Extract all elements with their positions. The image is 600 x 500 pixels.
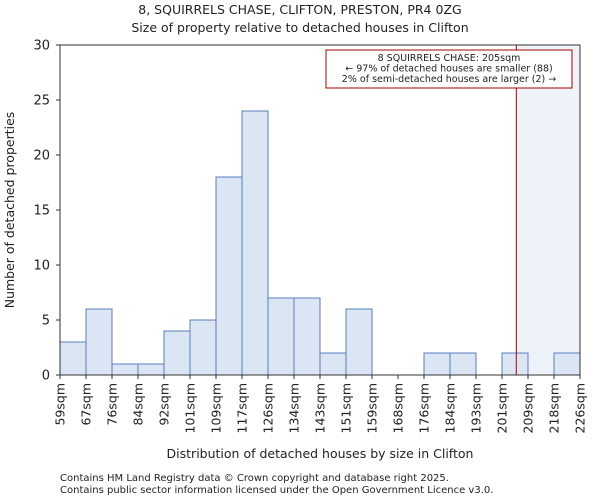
highlight-region [516, 45, 580, 375]
x-tick-label: 84sqm [131, 383, 146, 426]
x-tick-label: 218sqm [547, 383, 562, 433]
annotation-line: ← 97% of detached houses are smaller (88… [345, 64, 552, 75]
bar [241, 110, 269, 376]
footer-line-2: Contains public sector information licen… [60, 485, 493, 496]
annotation-box [325, 49, 573, 89]
x-tick-label: 193sqm [469, 383, 484, 433]
x-tick-label: 201sqm [495, 383, 510, 433]
x-tick-label: 117sqm [235, 383, 250, 433]
bar [267, 297, 295, 376]
footer-line-1: Contains HM Land Registry data © Crown c… [60, 473, 449, 484]
x-tick-label: 151sqm [339, 383, 354, 433]
bar [85, 308, 113, 376]
bar [319, 352, 347, 376]
annotation-line: 2% of semi-detached houses are larger (2… [342, 74, 556, 85]
bar [215, 176, 243, 376]
x-tick-label: 184sqm [443, 383, 458, 433]
y-axis-label: Number of detached properties [2, 112, 17, 309]
annotation-line: 8 SQUIRRELS CHASE: 205sqm [378, 53, 521, 64]
x-tick-label: 76sqm [105, 383, 120, 426]
x-tick-label: 126sqm [261, 383, 276, 433]
bar [345, 308, 373, 376]
x-tick-label: 176sqm [417, 383, 432, 433]
y-tick-label: 15 [33, 204, 50, 219]
bar [163, 330, 191, 376]
y-tick-label: 5 [42, 314, 50, 329]
x-tick-label: 143sqm [313, 383, 328, 433]
y-tick-label: 30 [33, 39, 50, 54]
plot-frame [59, 44, 581, 376]
bar [423, 352, 451, 376]
x-tick-label: 134sqm [287, 383, 302, 433]
bar [501, 352, 529, 376]
x-tick-label: 226sqm [573, 383, 588, 433]
y-tick-label: 20 [33, 149, 50, 164]
bar [293, 297, 321, 376]
x-tick-label: 209sqm [521, 383, 536, 433]
bar [553, 352, 581, 376]
x-tick-label: 168sqm [391, 383, 406, 433]
y-tick-label: 0 [42, 369, 50, 384]
bar [111, 363, 139, 376]
x-tick-label: 159sqm [365, 383, 380, 433]
bar [137, 363, 165, 376]
y-tick-label: 25 [33, 94, 50, 109]
x-tick-label: 109sqm [209, 383, 224, 433]
x-tick-label: 92sqm [157, 383, 172, 426]
x-axis-label: Distribution of detached houses by size … [167, 446, 474, 461]
x-tick-label: 101sqm [183, 383, 198, 433]
bar [59, 341, 87, 376]
x-tick-label: 67sqm [79, 383, 94, 426]
y-tick-label: 10 [33, 259, 50, 274]
x-tick-label: 59sqm [53, 383, 68, 426]
chart-title: 8, SQUIRRELS CHASE, CLIFTON, PRESTON, PR… [138, 2, 461, 17]
chart-subtitle: Size of property relative to detached ho… [131, 20, 468, 35]
bar [449, 352, 477, 376]
bar [189, 319, 217, 376]
